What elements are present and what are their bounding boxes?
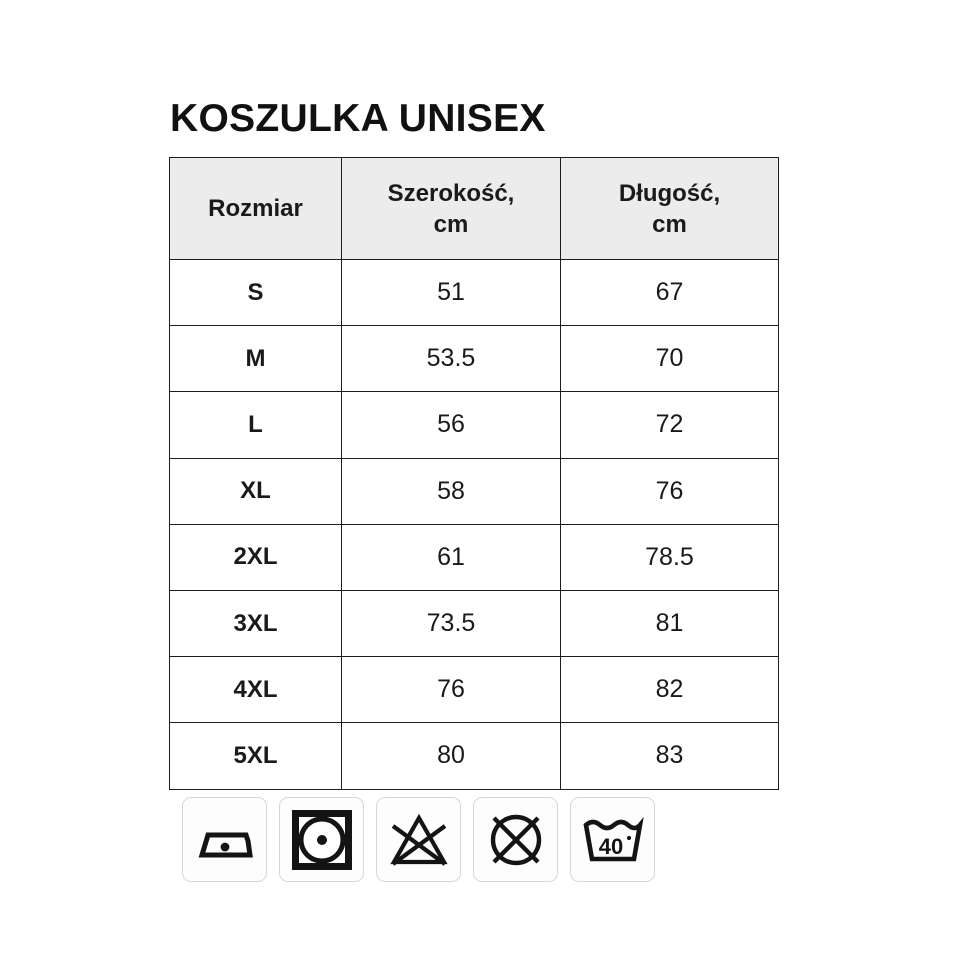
cell-size: L <box>169 391 342 459</box>
cell-size: 3XL <box>169 589 342 658</box>
cell-size: M <box>169 325 342 393</box>
cell-size: 4XL <box>169 656 342 724</box>
cell-width: 73.5 <box>341 589 561 658</box>
cell-width: 51 <box>341 258 561 327</box>
column-header-width-line1: Szerokość, <box>387 179 515 207</box>
table-row: 2XL 61 78.5 <box>169 523 779 591</box>
table-header-row: Rozmiar Szerokość, cm Długość, cm <box>169 157 779 260</box>
column-header-length-line2: cm <box>652 210 687 238</box>
size-table: Rozmiar Szerokość, cm Długość, cm S 51 6… <box>169 157 779 790</box>
page-title: KOSZULKA UNISEX <box>170 97 546 140</box>
cell-width: 58 <box>341 457 561 525</box>
cell-width: 80 <box>341 722 561 790</box>
cell-length: 83 <box>560 722 779 790</box>
cell-size: XL <box>169 457 342 525</box>
cell-size: 5XL <box>169 722 342 790</box>
cell-length: 78.5 <box>560 523 779 591</box>
do-not-bleach-icon <box>376 797 461 882</box>
cell-length: 76 <box>560 457 779 525</box>
table-row: XL 58 76 <box>169 457 779 525</box>
column-header-size-label: Rozmiar <box>208 195 303 222</box>
cell-length: 81 <box>560 589 779 658</box>
column-header-width: Szerokość, cm <box>341 157 561 260</box>
table-row: M 53.5 70 <box>169 325 779 393</box>
cell-size: 2XL <box>169 523 342 591</box>
column-header-length: Długość, cm <box>560 157 779 260</box>
tumble-dry-low-icon <box>279 797 364 882</box>
table-row: L 56 72 <box>169 391 779 459</box>
size-chart: Rozmiar Szerokość, cm Długość, cm S 51 6… <box>169 157 779 790</box>
cell-width: 61 <box>341 523 561 591</box>
cell-width: 53.5 <box>341 325 561 393</box>
cell-width: 56 <box>341 391 561 459</box>
column-header-length-line1: Długość, <box>618 179 721 207</box>
cell-length: 72 <box>560 391 779 459</box>
table-body: S 51 67 M 53.5 70 L 56 72 XL 58 76 2XL 6 <box>169 258 779 790</box>
table-row: 3XL 73.5 81 <box>169 589 779 658</box>
table-row: 5XL 80 83 <box>169 722 779 790</box>
care-instructions-row: 40 <box>182 797 655 882</box>
cell-width: 76 <box>341 656 561 724</box>
table-row: 4XL 76 82 <box>169 656 779 724</box>
cell-length: 70 <box>560 325 779 393</box>
column-header-size: Rozmiar <box>169 157 342 260</box>
cell-size: S <box>169 258 342 327</box>
cell-length: 82 <box>560 656 779 724</box>
wash-40-degrees-icon: 40 <box>570 797 655 882</box>
svg-text:40: 40 <box>598 834 622 859</box>
table-row: S 51 67 <box>169 258 779 327</box>
column-header-width-line2: cm <box>433 210 469 238</box>
cell-length: 67 <box>560 258 779 327</box>
do-not-dry-clean-icon <box>473 797 558 882</box>
iron-low-temperature-icon <box>182 797 267 882</box>
